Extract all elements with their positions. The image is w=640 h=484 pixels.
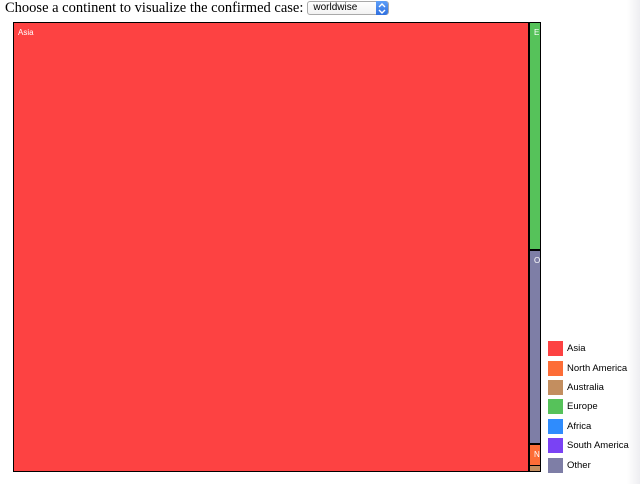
tile-label-north-america: N [534, 450, 540, 459]
legend-label: Other [567, 459, 591, 471]
legend-item-europe[interactable]: Europe [548, 397, 640, 416]
tile-label-other: O [534, 256, 540, 265]
continent-prompt: Choose a continent to visualize the conf… [5, 0, 304, 16]
legend-swatch [548, 360, 563, 376]
legend: Asia North America Australia Europe Afri… [548, 339, 640, 475]
tile-europe[interactable]: E [530, 23, 540, 249]
legend-item-australia[interactable]: Australia [548, 378, 640, 397]
legend-label: Australia [567, 381, 604, 393]
continent-select-value: worldwise [313, 2, 358, 13]
legend-swatch [548, 418, 563, 434]
legend-item-north-america[interactable]: North America [548, 358, 640, 377]
legend-swatch [548, 457, 563, 473]
tile-label-europe: E [534, 28, 540, 37]
select-arrows-icon [376, 1, 389, 15]
legend-label: Asia [567, 343, 586, 355]
legend-label: North America [567, 362, 628, 374]
legend-item-south-america[interactable]: South America [548, 436, 640, 455]
legend-item-other[interactable]: Other [548, 455, 640, 474]
legend-label: Europe [567, 401, 598, 413]
tile-other[interactable]: O [530, 251, 540, 443]
legend-swatch [548, 399, 563, 415]
continent-select[interactable]: worldwise [307, 1, 390, 15]
legend-swatch [548, 341, 563, 357]
legend-swatch [548, 438, 563, 454]
tile-asia[interactable]: Asia [14, 23, 528, 471]
continent-control: Choose a continent to visualize the conf… [5, 0, 390, 16]
treemap: Asia E O N [13, 22, 541, 472]
window-edge-shadow [627, 0, 640, 484]
tile-label-asia: Asia [18, 28, 34, 37]
tile-australia[interactable] [530, 466, 540, 471]
legend-label: South America [567, 440, 629, 452]
legend-item-africa[interactable]: Africa [548, 417, 640, 436]
tile-north-america[interactable]: N [530, 445, 540, 465]
legend-label: Africa [567, 420, 592, 432]
legend-swatch [548, 379, 563, 395]
legend-item-asia[interactable]: Asia [548, 339, 640, 358]
